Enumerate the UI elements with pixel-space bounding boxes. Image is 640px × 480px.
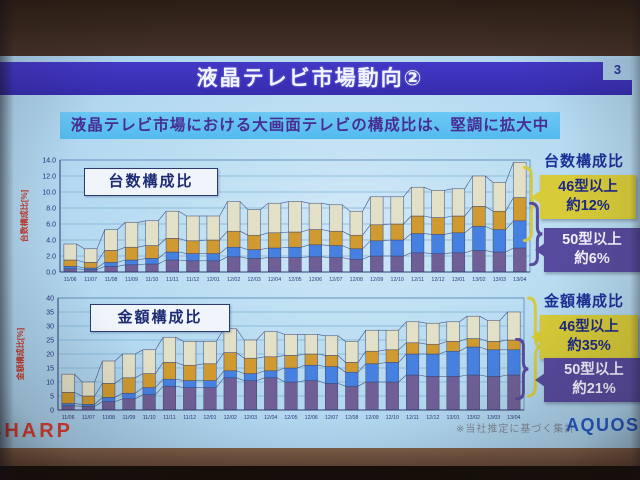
svg-text:11/07: 11/07 (84, 277, 97, 283)
svg-text:12.0: 12.0 (42, 173, 56, 180)
svg-text:0: 0 (50, 407, 54, 414)
svg-text:12/01: 12/01 (203, 415, 216, 421)
svg-text:11/11: 11/11 (163, 415, 176, 421)
brace-50-value-icon (514, 338, 529, 400)
svg-text:12/03: 12/03 (244, 415, 257, 421)
callout-line: 約12% (566, 197, 610, 214)
svg-text:12/02: 12/02 (227, 277, 240, 283)
svg-text:12/05: 12/05 (288, 277, 301, 283)
sharp-logo: SHARP (0, 420, 74, 442)
svg-text:台数構成比[%]: 台数構成比[%] (19, 189, 29, 242)
svg-text:12/02: 12/02 (224, 415, 237, 421)
value-side-heading: 金額構成比 (543, 293, 624, 310)
svg-text:30: 30 (46, 323, 54, 330)
svg-text:金額構成比[%]: 金額構成比[%] (15, 327, 25, 381)
slide-title-bar: 液晶テレビ市場動向② (0, 62, 632, 95)
svg-text:15: 15 (46, 365, 54, 372)
svg-text:12/06: 12/06 (309, 277, 322, 283)
svg-text:35: 35 (46, 309, 54, 316)
svg-text:11/11: 11/11 (166, 277, 179, 283)
svg-text:12/08: 12/08 (350, 277, 363, 283)
svg-text:13/03: 13/03 (493, 277, 506, 283)
svg-text:11/06: 11/06 (64, 277, 77, 283)
svg-text:12/11: 12/11 (411, 277, 424, 283)
svg-text:2.0: 2.0 (46, 253, 56, 260)
callout-line: 50型以上 (562, 232, 622, 248)
callout-line: 約6% (574, 250, 610, 267)
svg-text:14.0: 14.0 (42, 157, 56, 164)
callout-line: 約35% (567, 337, 611, 354)
units-side-heading: 台数構成比 (543, 153, 624, 170)
svg-text:11/09: 11/09 (125, 277, 138, 283)
callout-line: 50型以上 (564, 362, 624, 378)
svg-text:12/07: 12/07 (329, 277, 342, 283)
svg-text:13/01: 13/01 (452, 277, 465, 283)
callout-line: 約21% (572, 380, 616, 397)
svg-text:10.0: 10.0 (42, 189, 56, 196)
svg-text:12/08: 12/08 (345, 415, 358, 421)
svg-text:12/09: 12/09 (365, 415, 378, 421)
svg-text:6.0: 6.0 (46, 221, 56, 228)
svg-text:40: 40 (46, 295, 54, 302)
svg-text:12/12: 12/12 (431, 277, 444, 283)
svg-text:13/04: 13/04 (513, 277, 526, 283)
svg-text:11/07: 11/07 (82, 415, 95, 421)
table-surface (0, 448, 640, 468)
callout-value-46: 46型以上 約35% (531, 315, 638, 359)
svg-text:11/10: 11/10 (143, 415, 156, 421)
svg-text:12/07: 12/07 (325, 415, 338, 421)
units-chart-label: 台数構成比 (108, 173, 194, 190)
subtitle-text: 液晶テレビ市場における大画面テレビの構成比は、堅調に拡大中 (70, 117, 550, 134)
value-chart-label-box: 金額構成比 (90, 304, 230, 332)
subtitle-banner: 液晶テレビ市場における大画面テレビの構成比は、堅調に拡大中 (60, 112, 560, 139)
svg-text:12/11: 12/11 (406, 415, 419, 421)
presentation-slide: 液晶テレビ市場動向② 3 液晶テレビ市場における大画面テレビの構成比は、堅調に拡… (0, 56, 640, 448)
svg-text:11/10: 11/10 (146, 277, 159, 283)
aquos-logo: AQUOS (566, 415, 640, 435)
svg-text:11/08: 11/08 (105, 277, 118, 283)
svg-text:11/08: 11/08 (102, 415, 115, 421)
svg-text:12/05: 12/05 (284, 415, 297, 421)
svg-text:12/10: 12/10 (386, 415, 399, 421)
svg-text:10: 10 (46, 379, 54, 386)
svg-text:20: 20 (46, 351, 54, 358)
svg-text:12/01: 12/01 (207, 277, 220, 283)
callout-value-50: 50型以上 約21% (535, 358, 640, 402)
svg-text:12/04: 12/04 (264, 415, 277, 421)
svg-text:13/02: 13/02 (472, 277, 485, 283)
svg-text:11/12: 11/12 (186, 277, 199, 283)
callout-line: 46型以上 (559, 319, 619, 335)
svg-text:11/12: 11/12 (183, 415, 196, 421)
svg-text:5: 5 (50, 393, 54, 400)
svg-text:12/09: 12/09 (370, 277, 383, 283)
footnote: ※当社推定に基づく集計 (456, 424, 576, 435)
svg-text:25: 25 (46, 337, 54, 344)
svg-text:4.0: 4.0 (46, 237, 56, 244)
slide-title: 液晶テレビ市場動向② (196, 67, 424, 90)
svg-text:12/10: 12/10 (391, 277, 404, 283)
callout-line: 46型以上 (558, 179, 618, 195)
svg-text:12/06: 12/06 (305, 415, 318, 421)
svg-text:0.0: 0.0 (46, 269, 56, 276)
callout-units-46: 46型以上 約12% (531, 175, 636, 219)
svg-text:12/04: 12/04 (268, 277, 281, 283)
callout-units-50: 50型以上 約6% (535, 228, 640, 272)
svg-text:12/12: 12/12 (426, 415, 439, 421)
value-chart-label: 金額構成比 (117, 309, 203, 326)
svg-text:11/09: 11/09 (122, 415, 135, 421)
svg-text:8.0: 8.0 (46, 205, 56, 212)
page-number: 3 (603, 59, 632, 80)
svg-text:12/03: 12/03 (247, 277, 260, 283)
bottom-shadow (0, 466, 640, 480)
units-chart-label-box: 台数構成比 (84, 168, 218, 196)
